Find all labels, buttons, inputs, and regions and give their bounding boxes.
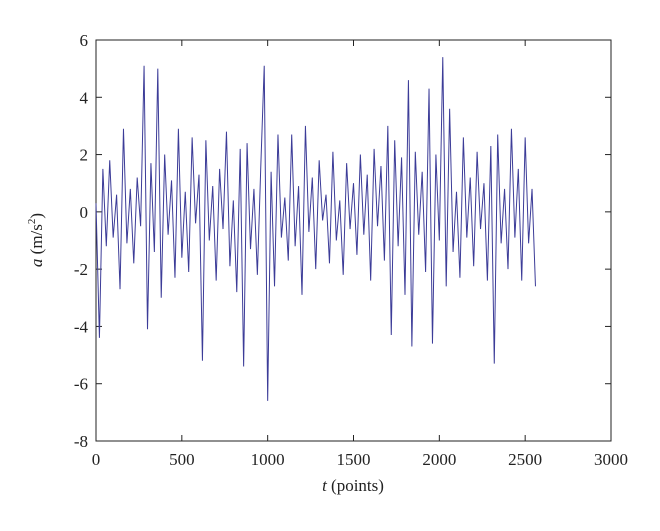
y-tick-label: 6 [80, 31, 89, 50]
y-label-var: a [27, 259, 46, 268]
x-tick-label: 0 [92, 450, 101, 469]
y-tick-label: 4 [80, 88, 89, 107]
x-axis-label: t (points) [322, 476, 384, 495]
x-tick-label: 1000 [251, 450, 285, 469]
x-tick-label: 500 [169, 450, 195, 469]
data-line [95, 57, 536, 401]
x-tick-label: 1500 [337, 450, 371, 469]
y-label-close: ) [27, 213, 46, 219]
y-tick-label: 0 [80, 203, 89, 222]
y-tick-label: -2 [74, 260, 88, 279]
x-tick-label: 3000 [594, 450, 628, 469]
y-tick-label: -4 [74, 317, 89, 336]
y-axis-label: a (m/s2) [26, 213, 46, 267]
x-label-var: t [322, 476, 328, 495]
y-label-unit: (m/s [27, 224, 46, 258]
y-tick-label: -6 [74, 375, 88, 394]
x-tick-label: 2500 [508, 450, 542, 469]
x-label-unit: (points) [327, 476, 384, 495]
y-tick-label: -8 [74, 432, 88, 451]
y-label-sup: 2 [26, 219, 38, 225]
x-tick-label: 2000 [422, 450, 456, 469]
y-tick-label: 2 [80, 146, 89, 165]
